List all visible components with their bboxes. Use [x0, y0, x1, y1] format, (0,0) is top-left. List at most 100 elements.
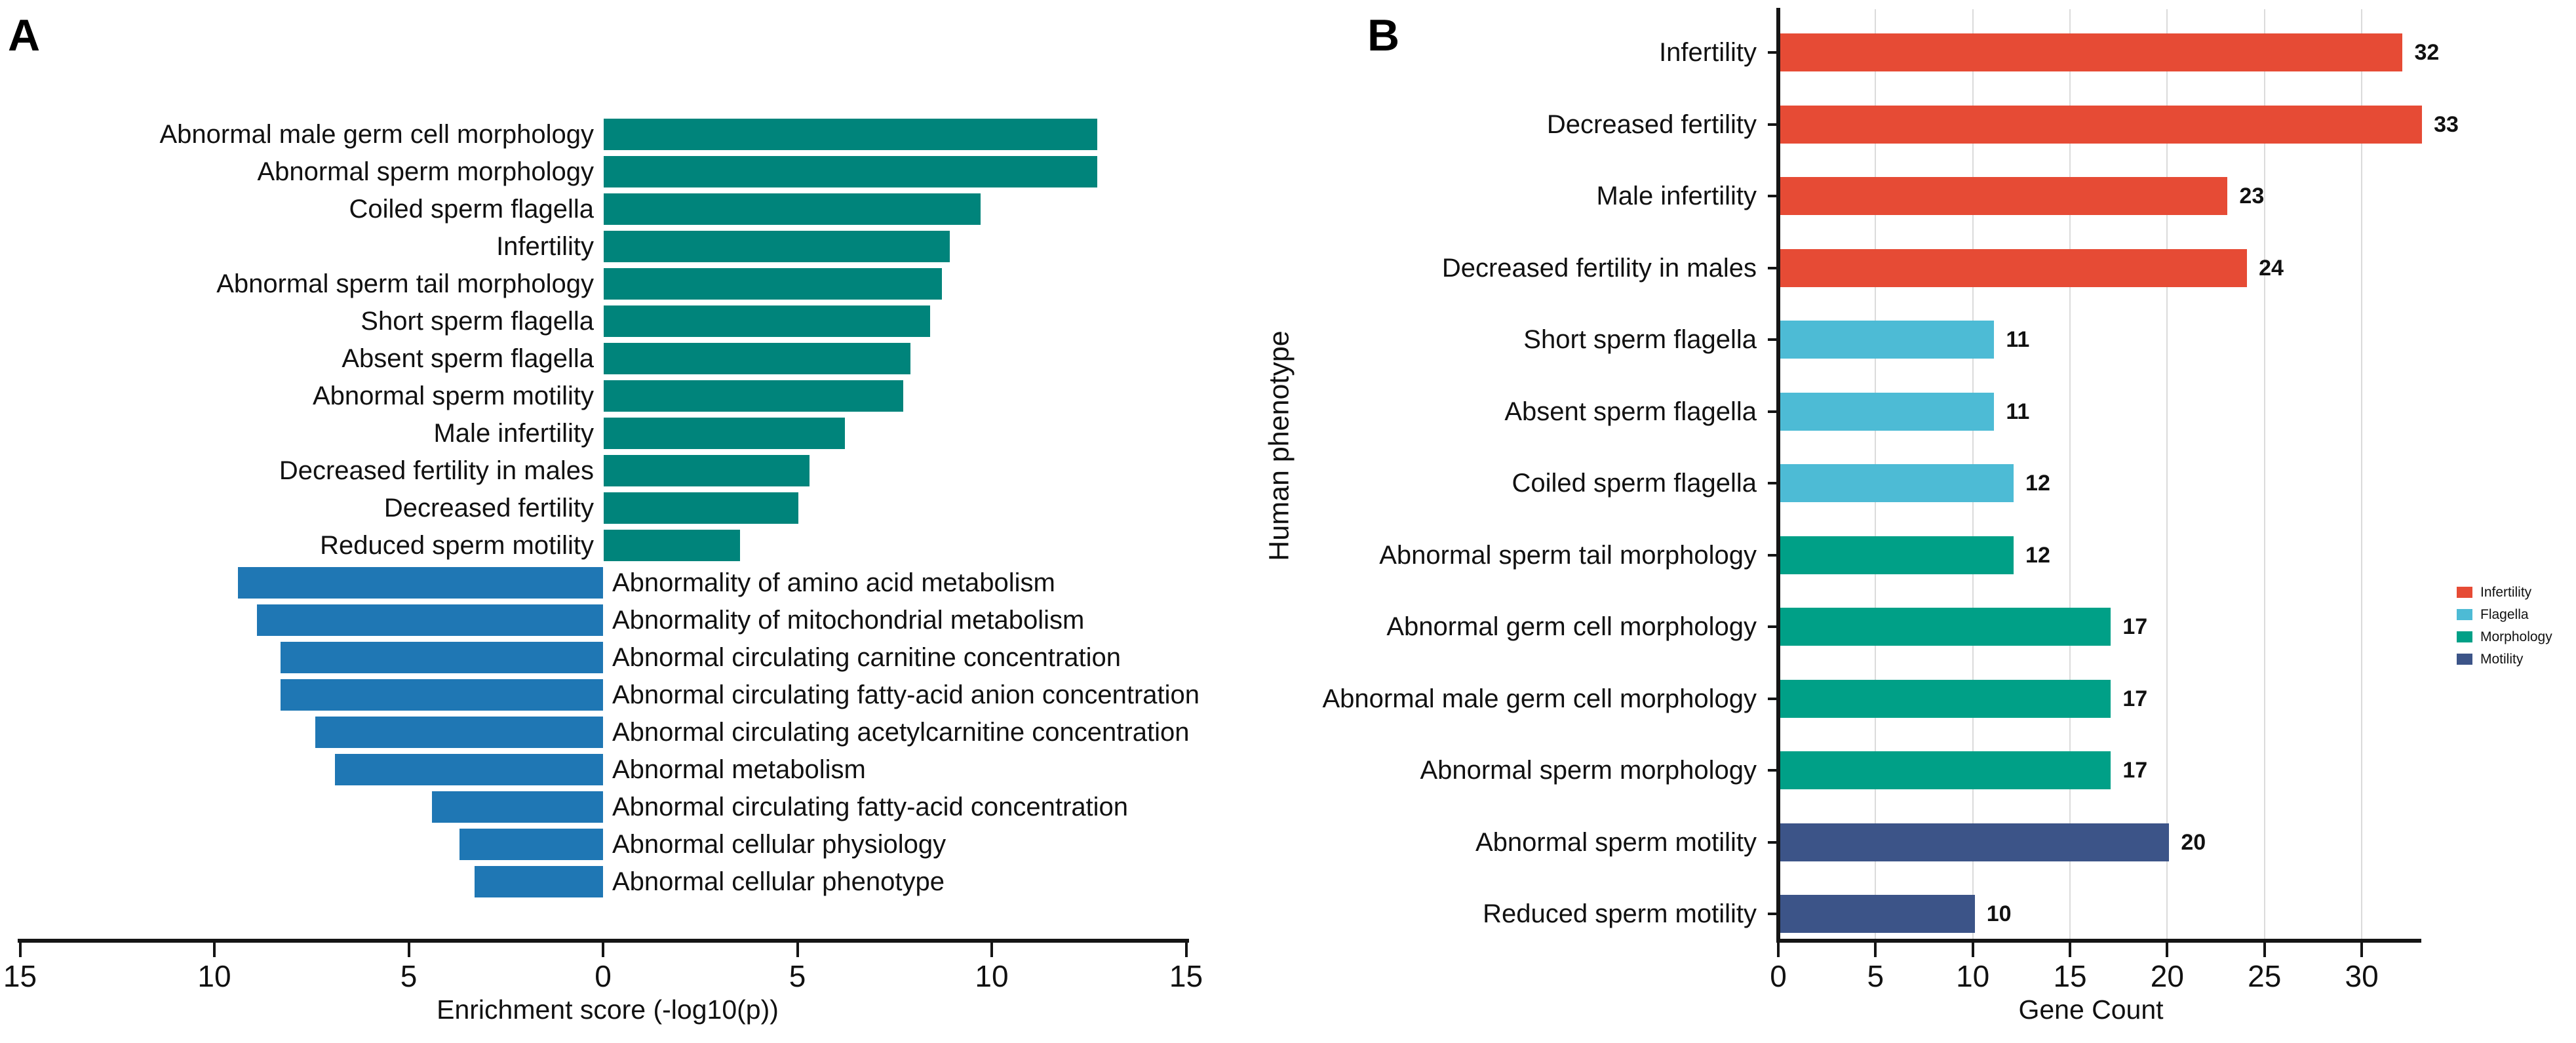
bar-a-right [604, 305, 931, 337]
bar-b-category-label: Abnormal sperm morphology [1420, 756, 1757, 785]
panel-b-x-axis-title: Gene Count [2018, 994, 2164, 1025]
bar-a-right [604, 455, 810, 486]
panel-b-x-tick-label: 15 [2053, 959, 2087, 993]
bar-b-category-label: Infertility [1659, 38, 1757, 67]
panel-b-x-tick-label: 25 [2248, 959, 2282, 993]
bar-b-value-label: 17 [2122, 758, 2148, 783]
panel-b-y-tick [1768, 338, 1778, 341]
bar-a-left [334, 754, 603, 785]
panel-b-x-axis-line [1776, 939, 2421, 943]
bar-b [1780, 33, 2403, 71]
panel-b-gridline [2069, 9, 2071, 939]
bar-b-category-label: Decreased fertility in males [1441, 253, 1757, 283]
panel-a-x-tick [407, 941, 410, 957]
bar-b [1780, 679, 2111, 718]
panel-b-y-tick [1768, 840, 1778, 844]
bar-a-right [604, 119, 1098, 150]
panel-b-x-tick [2166, 941, 2169, 957]
bar-a-category-label: Abnormal circulating fatty-acid anion co… [612, 680, 1200, 709]
panel-b-x-tick-label: 0 [1770, 959, 1787, 993]
legend-item: Motility [2457, 652, 2552, 666]
bar-b-value-label: 11 [2006, 327, 2030, 352]
panel-b-gridline [2263, 9, 2265, 939]
panel-a-x-axis-line [17, 939, 1189, 943]
bar-a-category-label: Short sperm flagella [361, 307, 594, 336]
bar-a-right [604, 492, 798, 524]
bar-a-category-label: Male infertility [433, 419, 594, 448]
panel-b-x-tick-label: 20 [2150, 959, 2184, 993]
bar-a-category-label: Infertility [496, 232, 594, 261]
bar-b [1780, 177, 2228, 215]
bar-b-value-label: 12 [2025, 471, 2050, 496]
panel-a-x-tick-label: 5 [789, 959, 806, 993]
bar-b-value-label: 12 [2025, 542, 2050, 568]
panel-b-x-tick [2069, 941, 2072, 957]
bar-a-left [432, 791, 603, 823]
bar-b-category-label: Abnormal germ cell morphology [1386, 612, 1757, 641]
panel-b-y-tick [1768, 195, 1778, 197]
bar-b-value-label: 20 [2181, 829, 2206, 855]
legend-swatch-icon [2457, 654, 2472, 665]
bar-a-left [257, 604, 603, 636]
bar-a-category-label: Abnormal circulating acetylcarnitine con… [612, 718, 1190, 747]
bar-b [1780, 392, 1995, 431]
panel-b-y-tick [1768, 123, 1778, 126]
bar-b-value-label: 32 [2414, 40, 2440, 65]
bar-a-category-label: Abnormality of mitochondrial metabolism [612, 606, 1085, 635]
bar-a-right [604, 268, 942, 300]
legend-label: Infertility [2480, 585, 2532, 600]
panel-a-x-tick-label: 5 [400, 959, 418, 993]
bar-a-category-label: Abnormal circulating fatty-acid concentr… [612, 793, 1129, 821]
legend-item: Infertility [2457, 585, 2552, 599]
bar-b [1780, 464, 2014, 502]
panel-b-x-tick [2360, 941, 2364, 957]
panel-b-y-tick [1768, 697, 1778, 700]
panel-b-legend: Infertility Flagella Morphology Motility [2457, 585, 2552, 666]
bar-a-category-label: Abnormal sperm tail morphology [216, 269, 594, 298]
panel-b-y-tick [1768, 553, 1778, 557]
panel-a-x-tick [602, 941, 604, 957]
panel-a-x-tick [213, 941, 216, 957]
panel-b-y-tick [1768, 266, 1778, 269]
panel-b-x-tick-label: 10 [1956, 959, 1990, 993]
panel-a-x-tick [796, 941, 799, 957]
bar-a-category-label: Abnormal sperm morphology [257, 157, 594, 186]
bar-b-value-label: 24 [2259, 255, 2284, 281]
panel-a-x-tick-label: 10 [975, 959, 1009, 993]
bar-a-left [280, 642, 603, 673]
panel-b-y-tick [1768, 410, 1778, 413]
panel-a-label: A [8, 10, 41, 60]
panel-b-y-tick [1768, 482, 1778, 484]
bar-b-category-label: Decreased fertility [1546, 109, 1757, 139]
panel-b-y-axis-line [1776, 8, 1780, 943]
bar-a-category-label: Coiled sperm flagella [349, 195, 594, 224]
bar-b-value-label: 10 [1986, 901, 2012, 926]
legend-item: Morphology [2457, 630, 2552, 644]
bar-a-category-label: Reduced sperm motility [320, 531, 594, 560]
bar-a-left [459, 829, 603, 860]
bar-b [1780, 536, 2014, 574]
bar-b [1780, 608, 2111, 646]
panel-a-x-tick-label: 10 [197, 959, 231, 993]
panel-b-y-tick [1768, 913, 1778, 915]
bar-b-value-label: 17 [2122, 614, 2148, 639]
bar-b [1780, 248, 2248, 287]
bar-b-category-label: Abnormal sperm motility [1475, 827, 1757, 857]
bar-b [1780, 895, 1975, 933]
bar-a-right [604, 231, 950, 262]
panel-a-x-tick-label: 15 [3, 959, 37, 993]
bar-b [1780, 823, 2170, 861]
panel-a-x-tick-label: 15 [1169, 959, 1203, 993]
bar-a-category-label: Abnormal cellular physiology [612, 830, 946, 859]
panel-b-x-tick [1874, 941, 1877, 957]
legend-label: Flagella [2480, 607, 2529, 622]
bar-b-value-label: 33 [2434, 111, 2459, 137]
panel-a-x-tick [18, 941, 22, 957]
bar-a-left [475, 866, 603, 897]
bar-a-left [315, 717, 603, 748]
bar-b-category-label: Reduced sperm motility [1483, 899, 1757, 928]
bar-b-value-label: 17 [2122, 686, 2148, 711]
legend-label: Motility [2480, 652, 2524, 667]
legend-swatch-icon [2457, 587, 2472, 598]
